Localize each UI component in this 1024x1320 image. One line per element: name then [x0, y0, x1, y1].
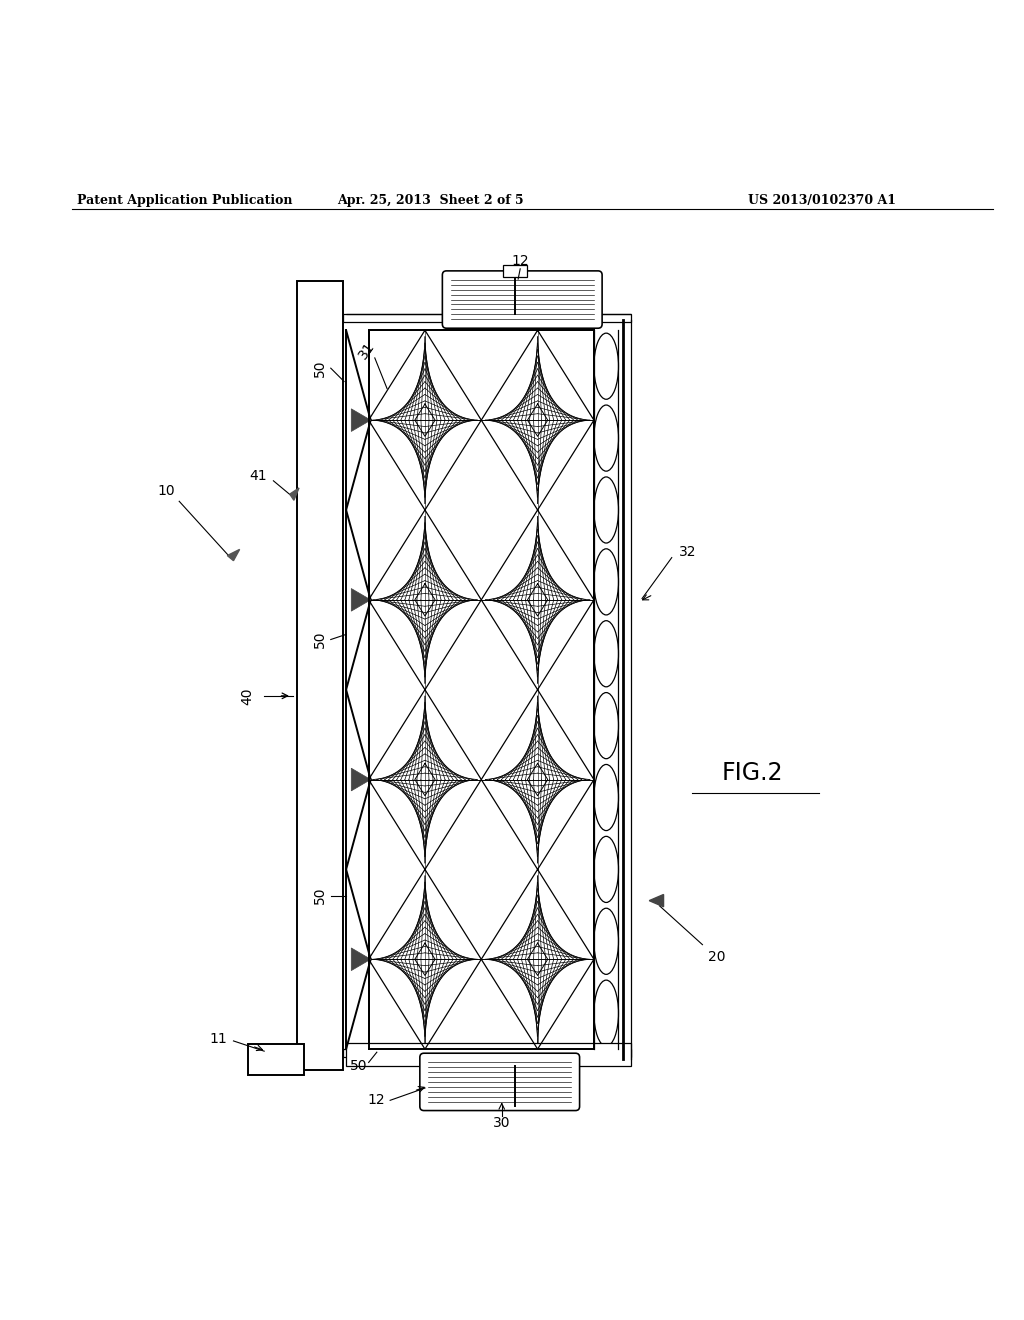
Polygon shape	[351, 948, 371, 970]
Bar	[503, 265, 527, 277]
Ellipse shape	[594, 620, 618, 686]
Text: Patent Application Publication: Patent Application Publication	[77, 194, 292, 207]
Bar	[297, 281, 343, 1069]
Ellipse shape	[594, 549, 618, 615]
Text: 31: 31	[355, 339, 378, 362]
Ellipse shape	[594, 693, 618, 759]
Ellipse shape	[594, 405, 618, 471]
Polygon shape	[649, 895, 664, 907]
Text: US 2013/0102370 A1: US 2013/0102370 A1	[748, 194, 896, 207]
Text: 11: 11	[209, 1032, 227, 1045]
Bar	[346, 1043, 631, 1065]
Text: 50: 50	[312, 887, 327, 904]
Text: Apr. 25, 2013  Sheet 2 of 5: Apr. 25, 2013 Sheet 2 of 5	[337, 194, 523, 207]
FancyBboxPatch shape	[420, 1053, 580, 1110]
Bar	[343, 314, 631, 322]
Ellipse shape	[594, 981, 618, 1047]
Text: 12: 12	[367, 1093, 385, 1107]
Text: 10: 10	[157, 484, 175, 498]
Text: 50: 50	[312, 359, 327, 378]
Ellipse shape	[594, 908, 618, 974]
FancyBboxPatch shape	[442, 271, 602, 329]
Polygon shape	[227, 549, 240, 561]
Polygon shape	[351, 409, 371, 432]
Text: 50: 50	[349, 1059, 368, 1073]
Text: 30: 30	[493, 1115, 511, 1130]
Text: 12: 12	[511, 253, 529, 268]
Text: 40: 40	[241, 688, 255, 705]
Text: 50: 50	[312, 631, 327, 648]
Bar	[248, 1044, 304, 1074]
Text: 20: 20	[708, 950, 726, 964]
Bar	[369, 330, 594, 1049]
Text: 41: 41	[249, 469, 267, 483]
Text: 32: 32	[679, 545, 697, 560]
Polygon shape	[351, 768, 371, 791]
Ellipse shape	[594, 333, 618, 399]
Ellipse shape	[594, 477, 618, 543]
Ellipse shape	[594, 764, 618, 830]
Polygon shape	[351, 589, 371, 611]
Polygon shape	[290, 488, 299, 500]
Text: FIG.2: FIG.2	[722, 760, 783, 784]
Bar	[343, 1049, 631, 1057]
Ellipse shape	[594, 837, 618, 903]
